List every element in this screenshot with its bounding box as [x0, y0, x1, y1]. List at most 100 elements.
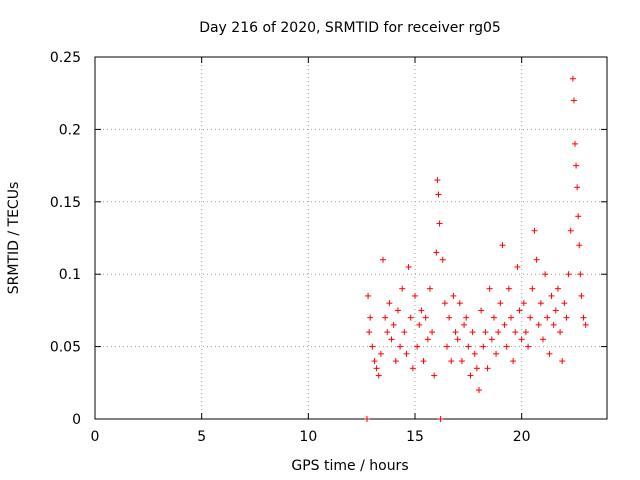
- data-point: [557, 329, 564, 336]
- data-point: [369, 343, 376, 350]
- data-point: [577, 271, 584, 278]
- data-point: [407, 314, 414, 321]
- data-point: [525, 343, 532, 350]
- data-point: [403, 350, 410, 357]
- data-point: [580, 314, 587, 321]
- data-point: [418, 307, 425, 314]
- data-point: [533, 256, 540, 263]
- data-point: [582, 321, 589, 328]
- data-point: [448, 358, 455, 365]
- data-point: [382, 314, 389, 321]
- data-points: [364, 75, 589, 422]
- data-point: [488, 336, 495, 343]
- data-point: [431, 372, 438, 379]
- data-point: [573, 162, 580, 169]
- data-point: [503, 343, 510, 350]
- data-point: [422, 314, 429, 321]
- data-point: [567, 227, 574, 234]
- data-point: [434, 177, 441, 184]
- data-point: [429, 329, 436, 336]
- data-point: [467, 372, 474, 379]
- y-tick-label: 0.25: [50, 50, 81, 66]
- data-point: [476, 387, 482, 394]
- data-point: [563, 314, 570, 321]
- data-point: [433, 249, 440, 256]
- data-point: [552, 307, 559, 314]
- data-point: [416, 321, 423, 328]
- data-point: [452, 329, 459, 336]
- data-point: [518, 336, 525, 343]
- data-point: [482, 329, 489, 336]
- data-point: [535, 321, 542, 328]
- data-point: [493, 350, 500, 357]
- data-point: [365, 292, 372, 299]
- data-point: [412, 292, 418, 299]
- data-point: [510, 358, 517, 365]
- data-point: [435, 191, 442, 198]
- data-point: [380, 256, 386, 263]
- data-point: [392, 358, 399, 365]
- data-point: [426, 285, 433, 292]
- data-point: [527, 314, 534, 321]
- data-point: [529, 285, 536, 292]
- y-tick-label: 0.15: [50, 195, 81, 211]
- data-point: [399, 285, 406, 292]
- data-point: [514, 263, 521, 270]
- data-point: [522, 329, 529, 336]
- data-point: [505, 285, 512, 292]
- data-point: [576, 242, 583, 249]
- x-tick-label: 5: [197, 429, 206, 445]
- data-point: [544, 314, 551, 321]
- data-point: [569, 75, 576, 82]
- data-point: [437, 416, 444, 422]
- chart-title: Day 216 of 2020, SRMTID for receiver rg0…: [199, 20, 501, 36]
- data-point: [497, 300, 504, 307]
- data-point: [373, 365, 380, 372]
- y-tick-label: 0: [72, 412, 81, 428]
- data-point: [471, 350, 478, 357]
- data-point: [554, 285, 561, 292]
- data-point: [548, 292, 555, 299]
- data-point: [424, 336, 431, 343]
- data-point: [409, 365, 416, 372]
- y-tick-label: 0.1: [59, 267, 81, 283]
- data-point: [512, 329, 519, 336]
- axis-ticks: 0 5 10 15 20 0 0.05 0.1 0.15 0.2 0.25: [50, 50, 607, 445]
- data-point: [499, 242, 506, 249]
- y-tick-label: 0.2: [59, 122, 81, 138]
- grid: [95, 57, 607, 419]
- data-point: [542, 271, 549, 278]
- data-point: [439, 256, 446, 263]
- data-point: [444, 343, 450, 350]
- data-point: [574, 184, 581, 191]
- data-point: [480, 343, 487, 350]
- data-point: [463, 314, 470, 321]
- data-point: [501, 321, 508, 328]
- data-point: [540, 336, 546, 343]
- data-point: [575, 213, 582, 220]
- data-point: [456, 300, 463, 307]
- x-tick-label: 20: [513, 429, 531, 445]
- data-point: [495, 329, 502, 336]
- data-point: [384, 329, 391, 336]
- data-point: [377, 350, 384, 357]
- data-point: [458, 358, 465, 365]
- data-point: [473, 365, 480, 372]
- data-point: [516, 307, 523, 314]
- data-point: [441, 300, 448, 307]
- data-point: [450, 292, 457, 299]
- data-point: [565, 271, 572, 278]
- x-tick-label: 0: [91, 429, 100, 445]
- data-point: [414, 343, 421, 350]
- data-point: [490, 314, 497, 321]
- data-point: [520, 300, 527, 307]
- data-point: [366, 329, 373, 336]
- data-point: [486, 285, 493, 292]
- data-point: [550, 321, 557, 328]
- data-point: [531, 227, 538, 234]
- data-point: [394, 307, 401, 314]
- data-point: [454, 336, 461, 343]
- data-point: [465, 343, 472, 350]
- y-axis-label: SRMTID / TECUs: [6, 182, 22, 295]
